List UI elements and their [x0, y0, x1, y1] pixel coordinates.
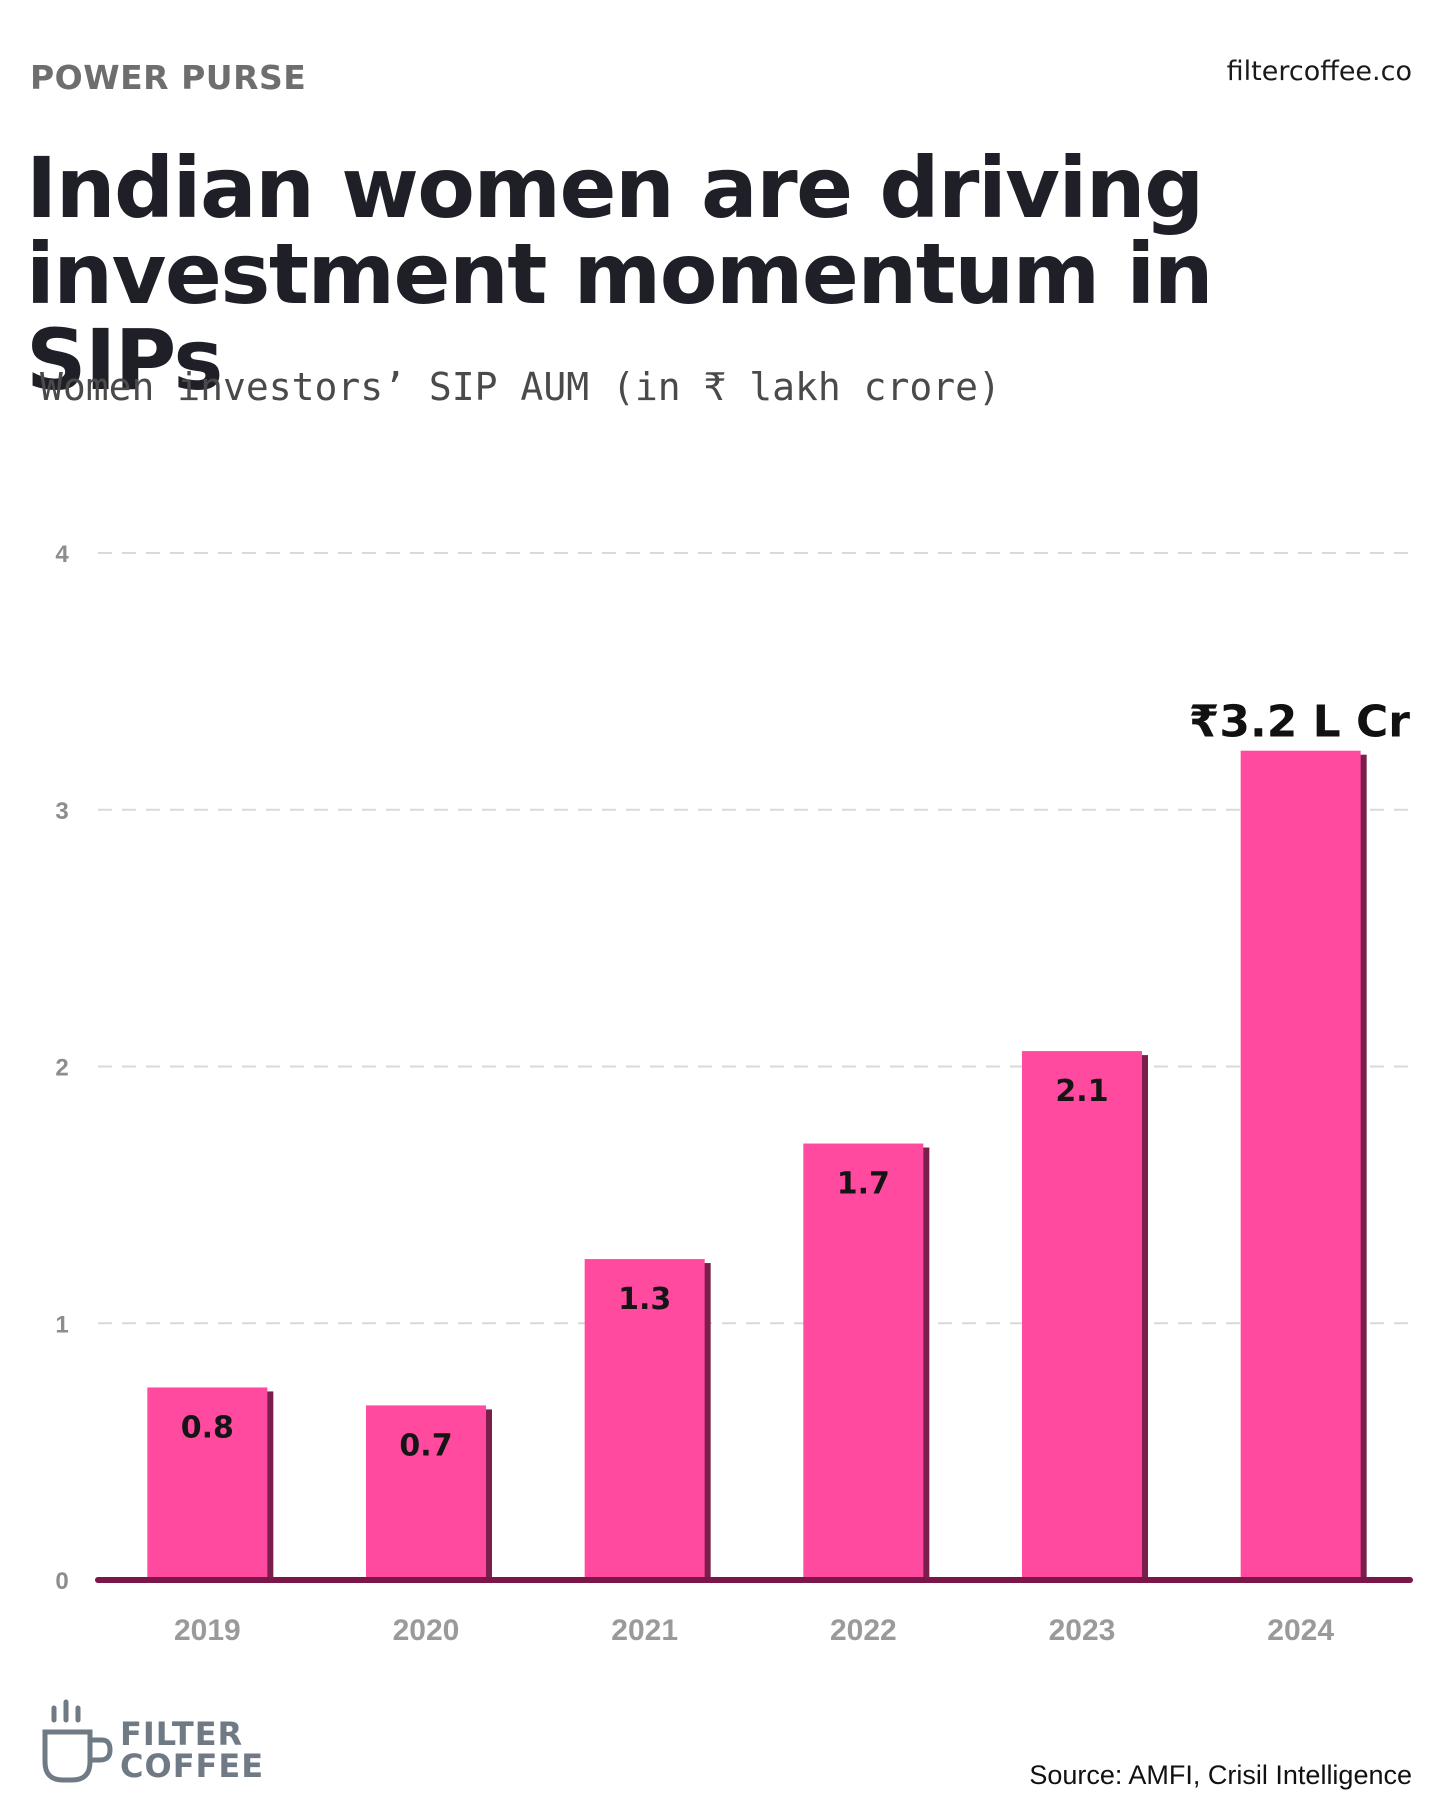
- data-label-2020: 0.7: [399, 1428, 452, 1463]
- x-tick-label: 2023: [1049, 1614, 1116, 1647]
- bar-2024: [1240, 750, 1361, 1580]
- bar-2022: [803, 1143, 924, 1580]
- chart-subtitle: Women investors’ SIP AUM (in ₹ lakh cror…: [40, 365, 1001, 409]
- bar-2019: [147, 1387, 268, 1580]
- y-tick-label: 2: [55, 1055, 68, 1082]
- brand-logo-text: FILTER COFFEE: [120, 1718, 264, 1782]
- brand-line-2: COFFEE: [120, 1747, 265, 1785]
- source-note: Source: AMFI, Crisil Intelligence: [1029, 1760, 1412, 1790]
- callout-label: ₹3.2 L Cr: [1189, 697, 1411, 748]
- y-tick-label: 0: [55, 1568, 68, 1595]
- y-tick-label: 3: [55, 798, 68, 825]
- site-url[interactable]: filtercoffee.co: [1226, 56, 1412, 87]
- data-label-2019: 0.8: [181, 1410, 234, 1445]
- x-tick-label: 2019: [174, 1614, 241, 1647]
- coffee-cup-icon: [42, 1699, 113, 1783]
- page-title: Indian women are driving investment mome…: [26, 139, 1214, 409]
- bar-chart: 0 1 2 3 4 0.8 2019 0.7 2020 1.3 2021 1.7 2022 2.1 2023…: [55, 541, 1413, 1647]
- y-tick-label: 1: [55, 1311, 68, 1338]
- brand-line-1: FILTER: [120, 1715, 244, 1753]
- bar-2023: [1022, 1051, 1142, 1580]
- y-tick-label: 4: [55, 541, 69, 568]
- bar-2021: [584, 1259, 705, 1580]
- bar-2020: [366, 1405, 486, 1580]
- data-label-2023: 2.1: [1055, 1074, 1108, 1109]
- x-tick-label: 2021: [611, 1614, 678, 1647]
- kicker-label: POWER PURSE: [30, 58, 307, 97]
- data-label-2022: 1.7: [837, 1167, 890, 1202]
- x-tick-label: 2022: [830, 1614, 897, 1647]
- x-tick-label: 2020: [393, 1614, 460, 1647]
- data-label-2021: 1.3: [618, 1282, 671, 1317]
- x-tick-label: 2024: [1267, 1614, 1334, 1647]
